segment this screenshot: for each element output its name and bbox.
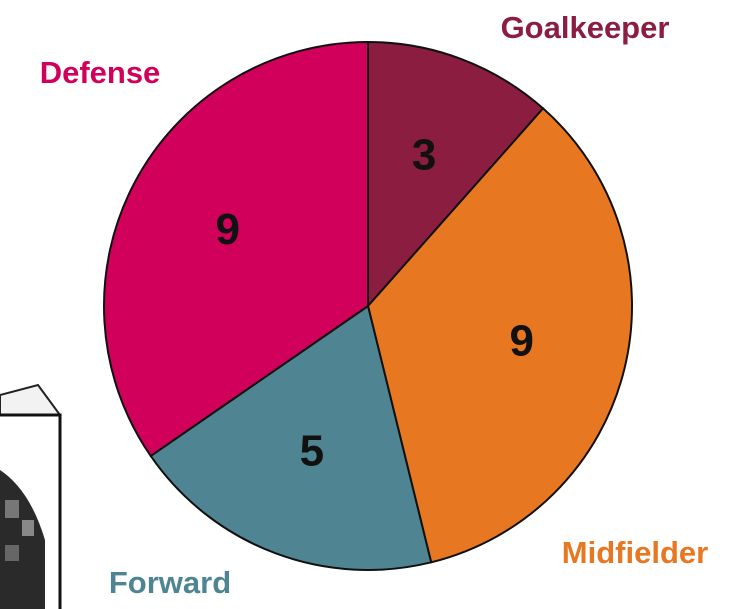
value-label: 9 — [510, 317, 534, 366]
pie-slice — [149, 304, 433, 571]
pie-slice — [366, 106, 633, 564]
category-label: Defense — [40, 55, 161, 90]
decorative-box — [0, 383, 62, 609]
pie-slice — [103, 40, 369, 458]
category-label: Forward — [109, 565, 231, 600]
value-label: 9 — [216, 205, 240, 254]
pie-slice — [367, 40, 545, 309]
category-label: Goalkeeper — [501, 10, 670, 45]
value-label: 3 — [412, 131, 436, 180]
category-label: Midfielder — [562, 535, 708, 570]
value-label: 5 — [300, 427, 324, 476]
